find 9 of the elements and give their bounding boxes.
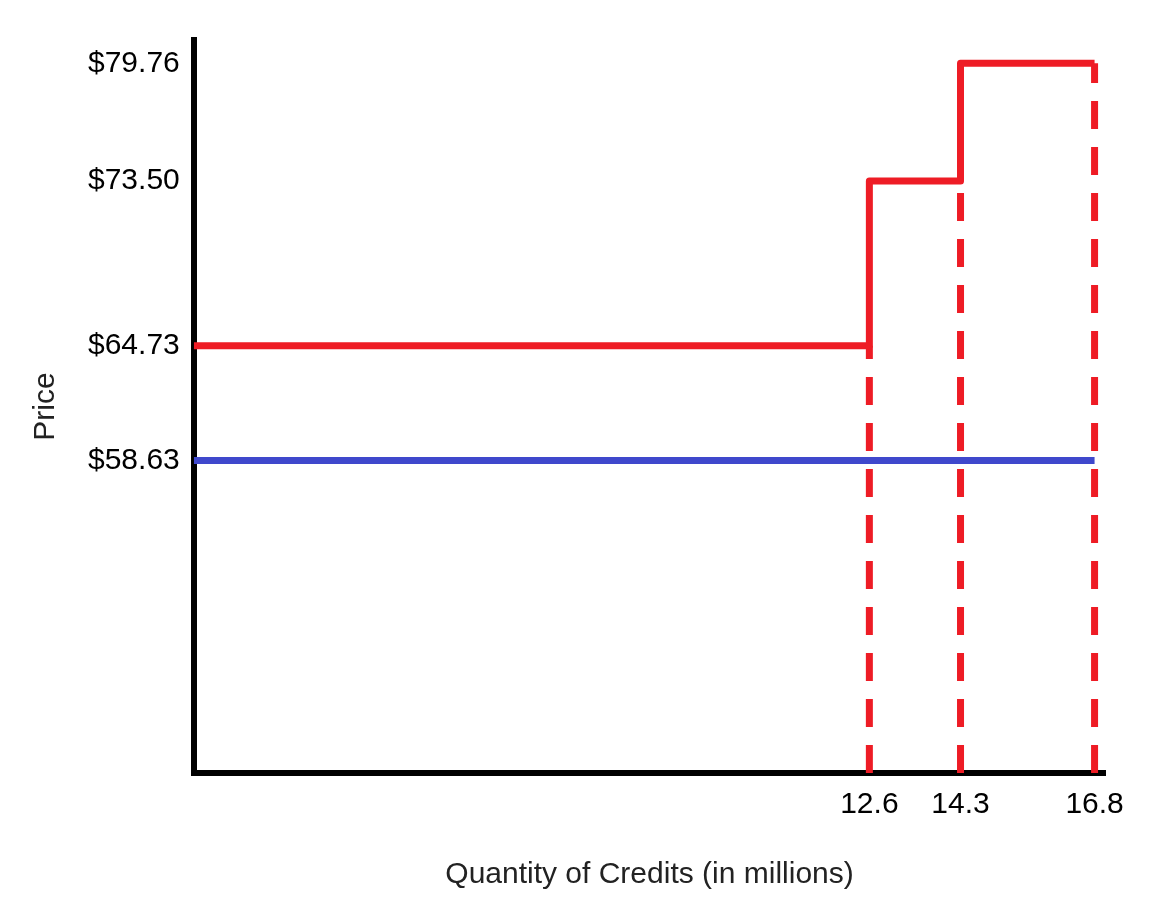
y-tick-label: $64.73 (87, 327, 180, 361)
x-tick-label: 16.8 (1065, 786, 1124, 820)
x-tick-label: 14.3 (931, 786, 990, 820)
x-tick-label: 12.6 (840, 786, 899, 820)
y-tick-label: $73.50 (87, 162, 180, 196)
y-tick-label: $58.63 (87, 441, 180, 475)
x-axis-title: Quantity of Credits (in millions) (445, 856, 854, 890)
y-tick-label: $79.76 (87, 44, 180, 78)
y-axis-title: Price (27, 372, 61, 441)
